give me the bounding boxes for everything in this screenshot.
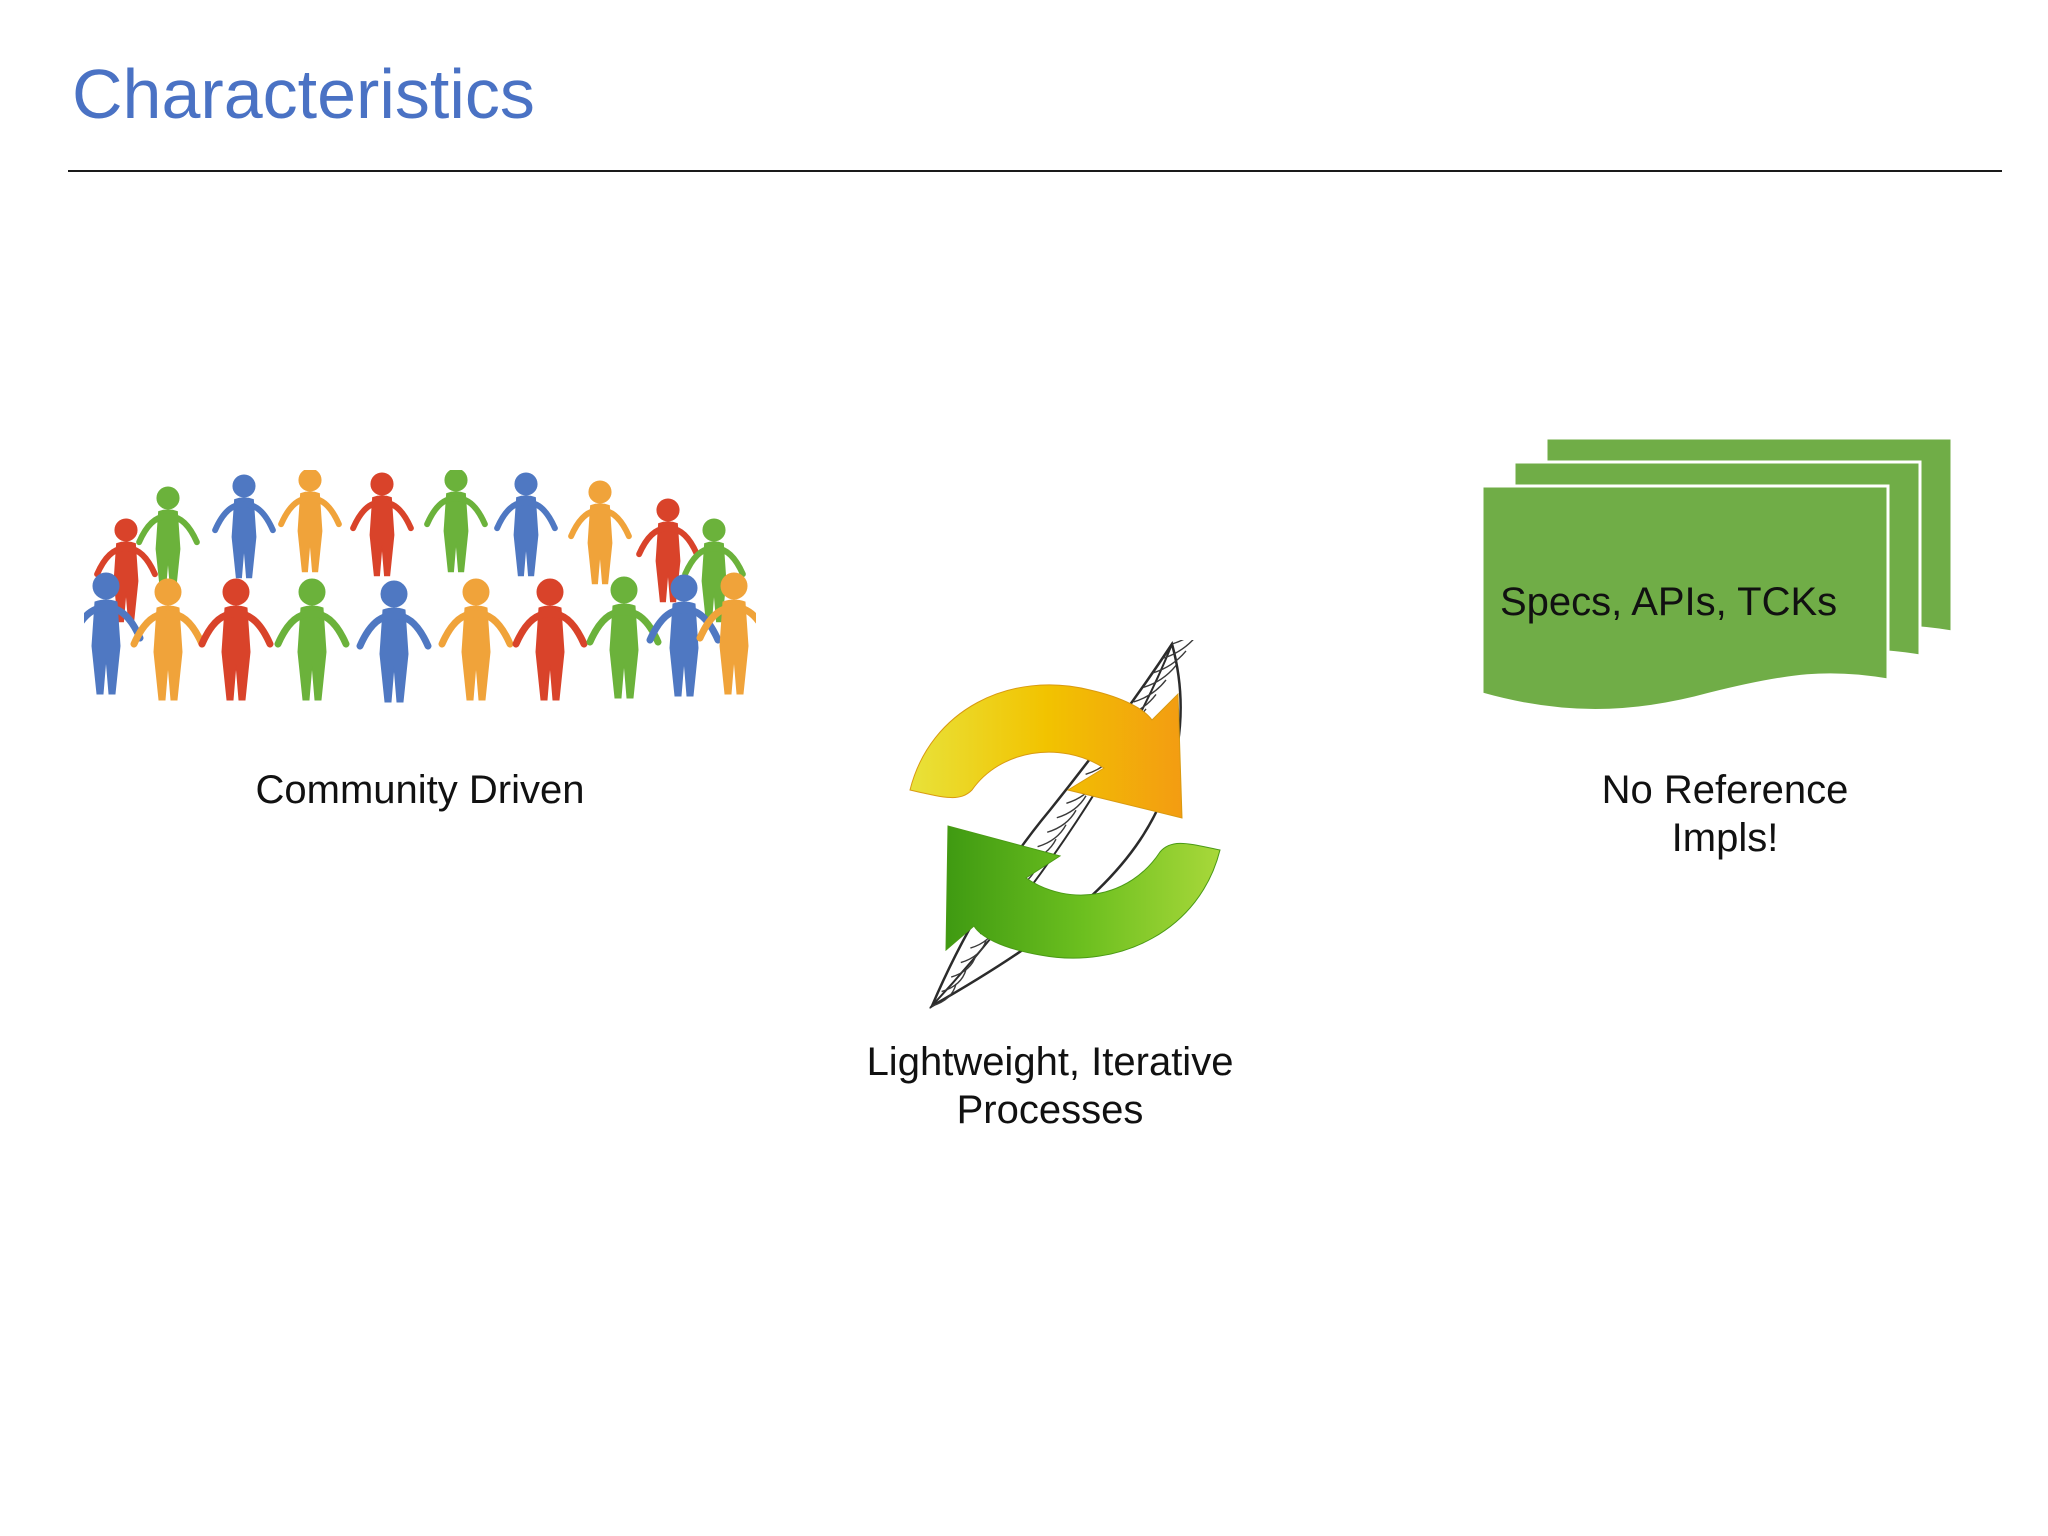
caption-line: Impls! <box>1671 816 1779 860</box>
person-figure <box>494 472 558 577</box>
person-figure <box>212 474 276 579</box>
person-figure <box>278 470 342 573</box>
cycle-arrow-bottom-icon <box>945 825 1221 959</box>
cycle-arrow-top-icon <box>909 684 1183 819</box>
person-figure <box>586 576 662 699</box>
document-front <box>1480 484 1890 712</box>
caption-line: Processes <box>956 1088 1144 1132</box>
person-figure <box>198 578 274 701</box>
person-figure <box>438 578 514 701</box>
person-figure <box>94 518 158 623</box>
person-figure <box>274 578 350 701</box>
person-figure <box>130 578 206 701</box>
people-circle-icon <box>84 470 756 703</box>
stacked-documents-icon <box>1480 436 1954 712</box>
title-divider <box>68 170 2002 172</box>
slide-title: Characteristics <box>72 55 535 133</box>
person-figure <box>84 572 144 695</box>
specs-apis-tcks-label: Specs, APIs, TCKs <box>1500 580 1838 624</box>
lightweight-iterative-caption: Lightweight, Iterative Processes <box>820 1038 1280 1134</box>
caption-line: No Reference <box>1601 768 1849 812</box>
no-reference-impls-caption: No Reference Impls! <box>1560 766 1890 862</box>
person-figure <box>568 480 632 585</box>
person-figure <box>512 578 588 701</box>
person-figure <box>350 472 414 577</box>
person-figure <box>682 518 746 623</box>
person-figure <box>696 572 756 695</box>
caption-line: Lightweight, Iterative <box>866 1040 1234 1084</box>
person-figure <box>424 470 488 573</box>
community-driven-caption: Community Driven <box>200 766 640 814</box>
feather-cycle-icon <box>909 640 1221 1009</box>
person-figure <box>356 580 432 703</box>
person-figure <box>136 486 200 591</box>
caption-line: Community Driven <box>255 768 585 812</box>
